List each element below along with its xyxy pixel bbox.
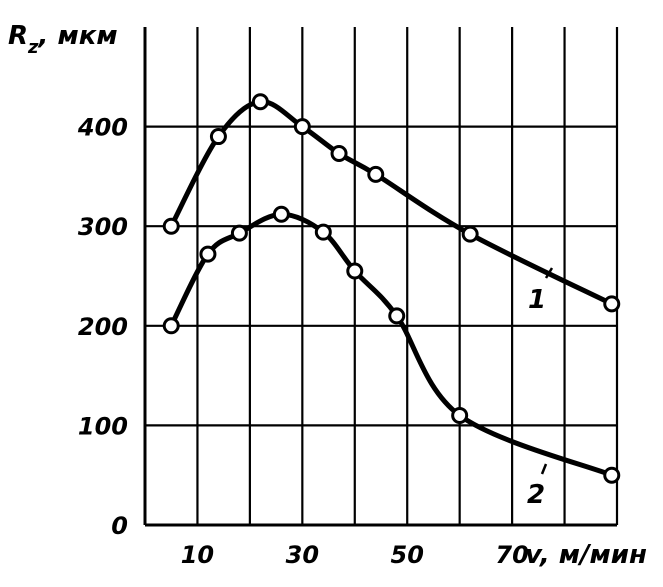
x-tick-label-30: 30 xyxy=(286,541,319,569)
series-1-point-3 xyxy=(293,118,311,136)
series-1-point-4 xyxy=(330,144,348,162)
series-1-point-0 xyxy=(162,217,180,235)
series-2-point-6 xyxy=(388,307,406,325)
series-2-point-2 xyxy=(230,224,248,242)
series-2-point-8 xyxy=(603,466,621,484)
series-1-point-2 xyxy=(251,93,269,111)
y-tick-label-0: 0 xyxy=(111,512,128,540)
series-1-point-5 xyxy=(367,165,385,183)
series-label-2: 2 xyxy=(527,480,545,510)
series-2-point-4 xyxy=(314,223,332,241)
series-2-point-5 xyxy=(346,262,364,280)
series-2-point-3 xyxy=(272,205,290,223)
x-tick-label-50: 50 xyxy=(391,541,424,569)
x-axis-label: v, м/мин xyxy=(525,540,647,570)
x-tick-label-70: 70 xyxy=(495,541,528,569)
series-1-point-6 xyxy=(461,225,479,243)
y-tick-label-200: 200 xyxy=(78,313,128,341)
y-tick-label-400: 400 xyxy=(77,114,128,142)
series-1-point-7 xyxy=(603,295,621,313)
series-2-point-0 xyxy=(162,317,180,335)
series-label-1: 1 xyxy=(528,285,546,315)
series-label-2-leader xyxy=(540,463,548,475)
y-tick-label-100: 100 xyxy=(78,412,128,440)
y-tick-label-300: 300 xyxy=(78,213,128,241)
series-2-point-7 xyxy=(451,406,469,424)
series-2-line xyxy=(168,211,615,478)
data-points xyxy=(162,93,621,484)
tick-labels: 10 30 50 70 0 100 200 300 400 xyxy=(77,114,529,569)
x-tick-label-10: 10 xyxy=(181,541,214,569)
series-1-point-1 xyxy=(209,128,227,146)
y-axis-label: Rz, мкм xyxy=(8,21,118,58)
series-1-line xyxy=(168,99,615,307)
axes xyxy=(143,27,619,527)
series-2-point-1 xyxy=(199,245,217,263)
